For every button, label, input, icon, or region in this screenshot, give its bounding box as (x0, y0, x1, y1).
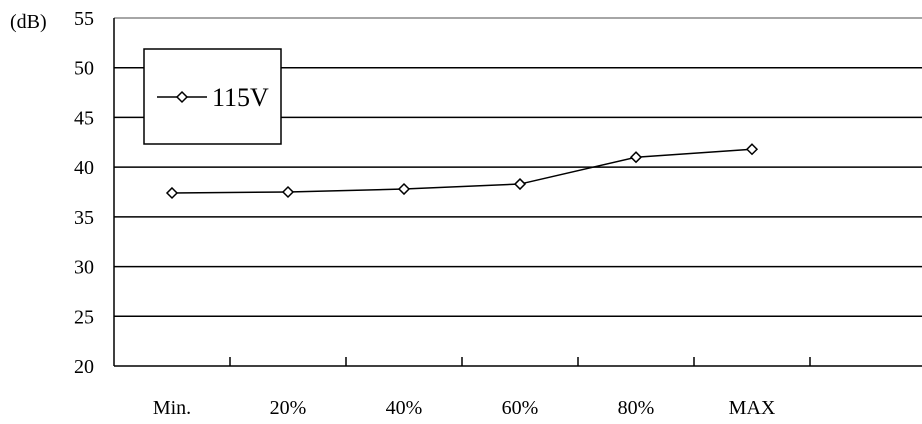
x-tick-label: 40% (386, 397, 423, 419)
x-axis-tick-labels: Min. 20% 40% 60% 80% MAX (153, 397, 776, 419)
legend-label: 115V (212, 83, 269, 112)
y-tick-label: 35 (74, 207, 94, 229)
x-tick-label: MAX (729, 397, 776, 419)
x-tick-label: 60% (502, 397, 539, 419)
legend-diamond-marker (175, 90, 189, 104)
y-tick-label: 55 (74, 8, 94, 30)
series-group (165, 143, 759, 200)
x-axis-ticks (229, 357, 811, 366)
y-tick-label: 45 (74, 107, 94, 129)
data-point (281, 185, 295, 199)
y-tick-label: 30 (74, 257, 94, 279)
y-tick-label: 50 (74, 58, 94, 80)
x-tick-label: 20% (270, 397, 307, 419)
legend: 115V (143, 48, 282, 145)
y-tick-label: 40 (74, 157, 94, 179)
x-tick-label: Min. (153, 397, 191, 419)
data-point (629, 151, 643, 164)
y-axis-tick-labels: 20 25 30 35 40 45 50 55 (74, 8, 94, 378)
data-point (513, 177, 527, 191)
series-line (171, 148, 753, 194)
y-axis-label: (dB) (10, 11, 47, 33)
data-point (397, 182, 411, 196)
data-point (745, 143, 759, 156)
y-tick-label: 25 (74, 306, 94, 328)
data-point (165, 186, 179, 200)
x-tick-label: 80% (618, 397, 655, 419)
y-tick-label: 20 (74, 356, 94, 378)
